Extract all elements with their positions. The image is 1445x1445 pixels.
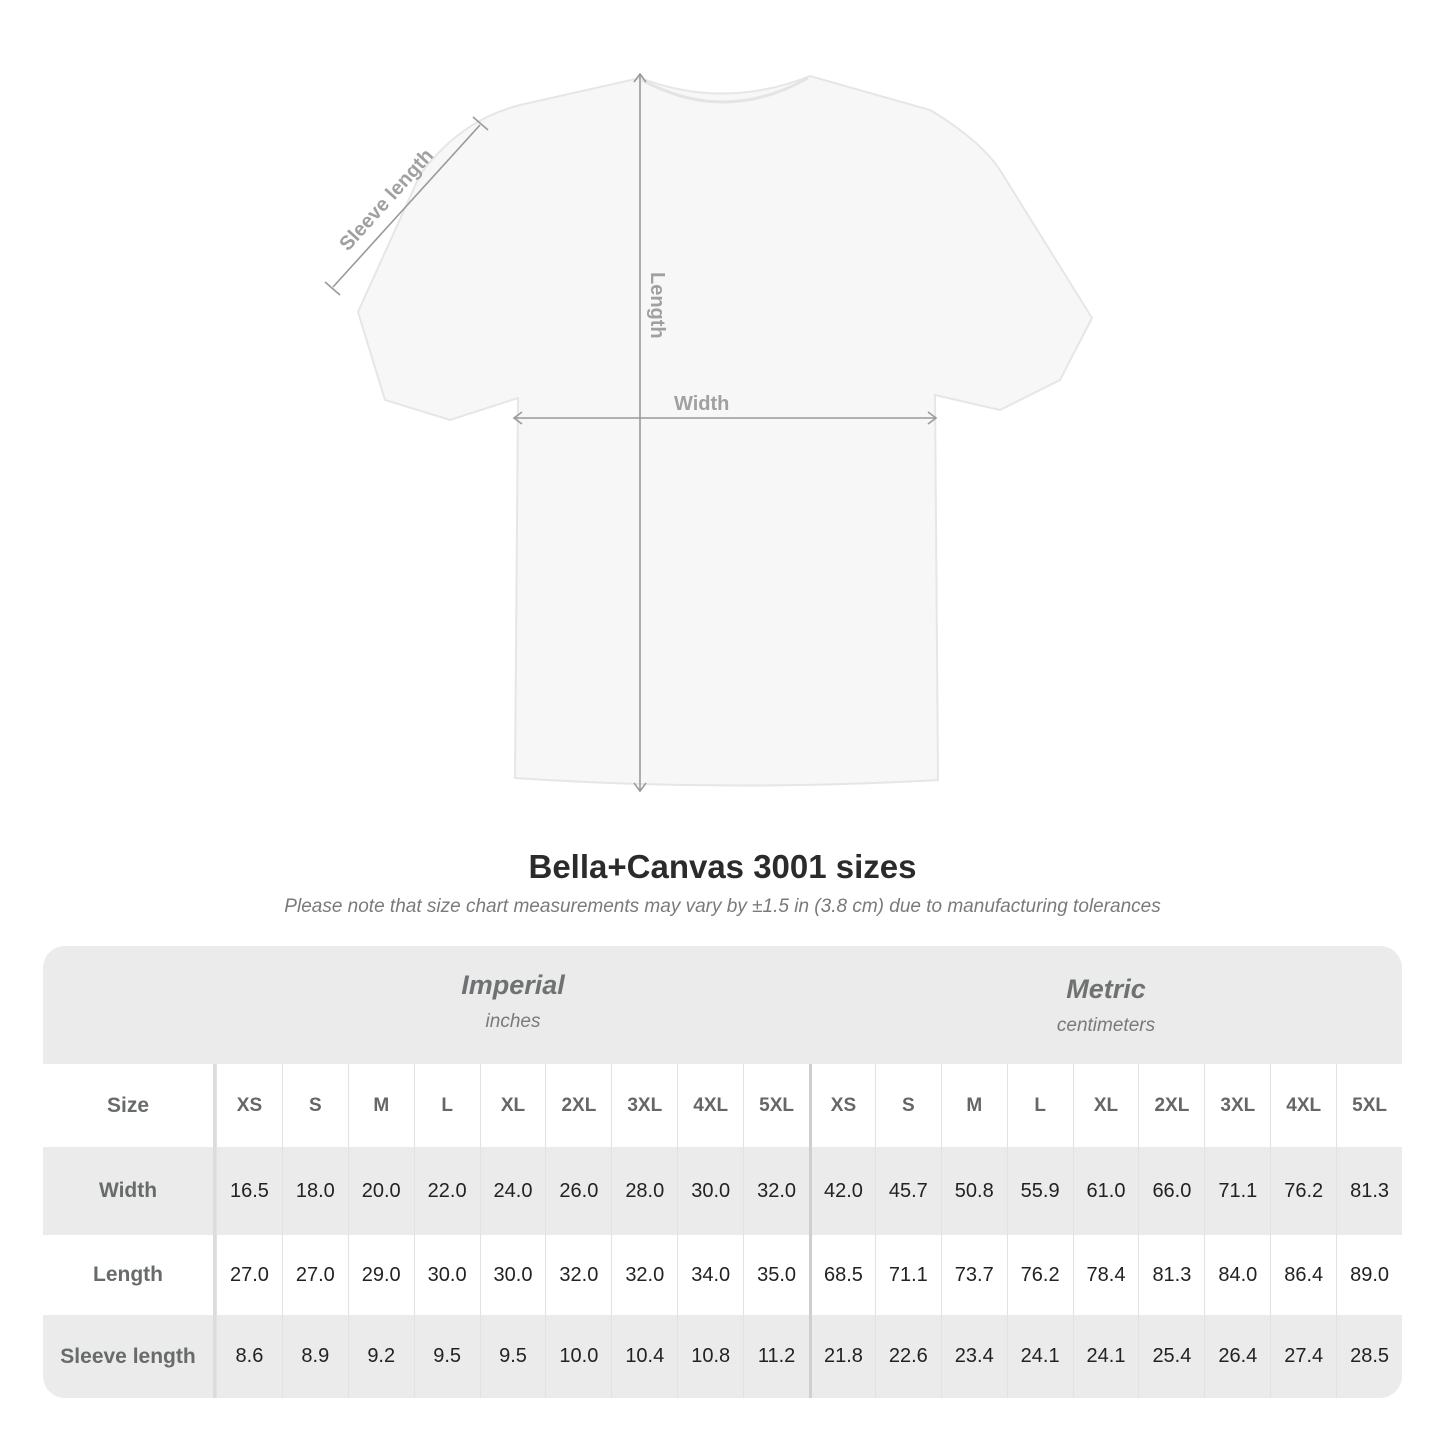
- size-header-cell: M: [940, 1064, 1007, 1147]
- value-cell: 50.8: [940, 1147, 1007, 1235]
- value-cell: 30.0: [677, 1147, 743, 1235]
- value-cell: 28.0: [611, 1147, 677, 1235]
- size-header-cell: M: [347, 1064, 414, 1147]
- imperial-unit: inches: [485, 1011, 541, 1032]
- row-label: Sleeve length: [43, 1315, 216, 1398]
- value-cell: 22.0: [413, 1147, 480, 1235]
- value-cell: 71.1: [1204, 1147, 1270, 1235]
- size-header-cell: XS: [216, 1064, 282, 1147]
- value-cell: 27.4: [1270, 1315, 1336, 1398]
- width-label: Width: [674, 393, 729, 415]
- value-cell: 10.8: [677, 1315, 743, 1398]
- tshirt-shape: [356, 74, 1094, 787]
- value-cell: 27.0: [216, 1235, 282, 1315]
- value-cell: 86.4: [1270, 1235, 1336, 1315]
- value-cell: 29.0: [347, 1235, 414, 1315]
- size-header-cell: 5XL: [1336, 1064, 1402, 1147]
- size-header-cell: XL: [1072, 1064, 1139, 1147]
- size-header-cell: 4XL: [677, 1064, 743, 1147]
- value-cell: 45.7: [874, 1147, 941, 1235]
- value-cell: 18.0: [281, 1147, 348, 1235]
- size-header-cell: 2XL: [545, 1064, 611, 1147]
- value-cell: 24.1: [1072, 1315, 1139, 1398]
- value-cell: 34.0: [677, 1235, 743, 1315]
- value-cell: 26.0: [545, 1147, 611, 1235]
- value-cell: 89.0: [1336, 1235, 1402, 1315]
- value-cell: 26.4: [1204, 1315, 1270, 1398]
- size-header-cell: L: [1006, 1064, 1073, 1147]
- value-cell: 27.0: [281, 1235, 348, 1315]
- value-cell: 8.6: [216, 1315, 282, 1398]
- value-cell: 10.4: [611, 1315, 677, 1398]
- value-cell: 32.0: [611, 1235, 677, 1315]
- value-cell: 78.4: [1072, 1235, 1139, 1315]
- value-cell: 9.2: [347, 1315, 414, 1398]
- value-cell: 22.6: [874, 1315, 941, 1398]
- tolerance-note: Please note that size chart measurements…: [284, 896, 1161, 917]
- table-row: Width 16.5 18.0 20.0 22.0 24.0 26.0 28.0 30.0 32.…: [43, 1147, 1402, 1235]
- size-header-cell: 2XL: [1138, 1064, 1204, 1147]
- value-cell: 8.9: [281, 1315, 348, 1398]
- table-row: Sleeve length 8.6 8.9 9.2 9.5 9.5 10.0 10.4 10.8…: [43, 1315, 1402, 1398]
- tshirt-diagram: Sleeve length Length Width: [324, 72, 1094, 793]
- value-cell: 30.0: [479, 1235, 546, 1315]
- size-header-cell: L: [413, 1064, 480, 1147]
- size-table: Imperial inches Metric centimeters Size X…: [43, 946, 1402, 1398]
- value-cell: 61.0: [1072, 1147, 1139, 1235]
- imperial-header: Imperial inches: [216, 946, 810, 1088]
- value-cell: 42.0: [809, 1147, 875, 1235]
- table-row: Length 27.0 27.0 29.0 30.0 30.0 32.0 32.0 34.0 35…: [43, 1235, 1402, 1315]
- value-cell: 81.3: [1336, 1147, 1402, 1235]
- value-cell: 11.2: [743, 1315, 809, 1398]
- value-cell: 30.0: [413, 1235, 480, 1315]
- value-cell: 9.5: [413, 1315, 480, 1398]
- size-header-cell: XL: [479, 1064, 546, 1147]
- value-cell: 24.0: [479, 1147, 546, 1235]
- size-header-cell: S: [874, 1064, 941, 1147]
- value-cell: 32.0: [545, 1235, 611, 1315]
- row-label: Length: [43, 1235, 216, 1315]
- value-cell: 73.7: [940, 1235, 1007, 1315]
- value-cell: 76.2: [1270, 1147, 1336, 1235]
- value-cell: 24.1: [1006, 1315, 1073, 1398]
- length-label: Length: [646, 272, 668, 339]
- value-cell: 35.0: [743, 1235, 809, 1315]
- value-cell: 68.5: [809, 1235, 875, 1315]
- value-cell: 28.5: [1336, 1315, 1402, 1398]
- size-header-cell: 4XL: [1270, 1064, 1336, 1147]
- value-cell: 25.4: [1138, 1315, 1204, 1398]
- size-header-cell: XS: [809, 1064, 875, 1147]
- chart-title: Bella+Canvas 3001 sizes: [528, 848, 917, 885]
- value-cell: 81.3: [1138, 1235, 1204, 1315]
- value-cell: 71.1: [874, 1235, 941, 1315]
- value-cell: 84.0: [1204, 1235, 1270, 1315]
- row-label: Width: [43, 1147, 216, 1235]
- value-cell: 21.8: [809, 1315, 875, 1398]
- value-cell: 23.4: [940, 1315, 1007, 1398]
- row-label: Size: [43, 1064, 216, 1147]
- size-header-row: Size XS S M L XL 2XL 3XL 4XL 5XL XS S M L XL 2XL 3XL 4XL 5…: [43, 1064, 1402, 1147]
- value-cell: 10.0: [545, 1315, 611, 1398]
- value-cell: 20.0: [347, 1147, 414, 1235]
- size-header-cell: S: [281, 1064, 348, 1147]
- imperial-title: Imperial: [461, 970, 565, 1000]
- size-header-cell: 3XL: [1204, 1064, 1270, 1147]
- value-cell: 9.5: [479, 1315, 546, 1398]
- value-cell: 76.2: [1006, 1235, 1073, 1315]
- size-header-cell: 5XL: [743, 1064, 809, 1147]
- value-cell: 55.9: [1006, 1147, 1073, 1235]
- value-cell: 66.0: [1138, 1147, 1204, 1235]
- value-cell: 32.0: [743, 1147, 809, 1235]
- metric-unit: centimeters: [1056, 1015, 1156, 1036]
- value-cell: 16.5: [216, 1147, 282, 1235]
- metric-title: Metric: [1066, 974, 1146, 1004]
- metric-header: Metric centimeters: [810, 946, 1402, 1092]
- size-header-cell: 3XL: [611, 1064, 677, 1147]
